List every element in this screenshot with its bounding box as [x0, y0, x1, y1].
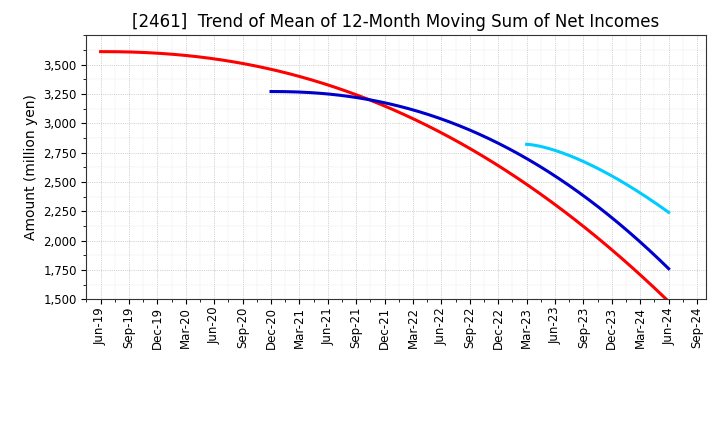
Y-axis label: Amount (million yen): Amount (million yen): [24, 94, 37, 240]
5 Years: [283, 89, 292, 94]
5 Years: [373, 99, 382, 104]
3 Years: [248, 62, 256, 68]
7 Years: [522, 142, 531, 147]
5 Years: [665, 266, 673, 271]
7 Years: [560, 151, 569, 156]
7 Years: [652, 201, 661, 206]
7 Years: [531, 143, 539, 148]
7 Years: [665, 210, 673, 215]
3 Years: [119, 49, 127, 55]
5 Years: [644, 247, 653, 252]
Line: 5 Years: 5 Years: [271, 92, 669, 269]
Title: [2461]  Trend of Mean of 12-Month Moving Sum of Net Incomes: [2461] Trend of Mean of 12-Month Moving …: [132, 13, 660, 31]
5 Years: [341, 93, 349, 99]
7 Years: [657, 205, 666, 210]
5 Years: [266, 89, 275, 94]
3 Years: [616, 254, 624, 260]
7 Years: [528, 142, 536, 147]
3 Years: [130, 50, 139, 55]
7 Years: [549, 147, 557, 152]
5 Years: [291, 89, 300, 95]
3 Years: [665, 299, 673, 304]
5 Years: [631, 235, 639, 240]
3 Years: [202, 55, 210, 60]
Line: 3 Years: 3 Years: [101, 51, 669, 301]
Line: 7 Years: 7 Years: [526, 144, 669, 213]
3 Years: [96, 49, 105, 54]
3 Years: [636, 272, 644, 277]
